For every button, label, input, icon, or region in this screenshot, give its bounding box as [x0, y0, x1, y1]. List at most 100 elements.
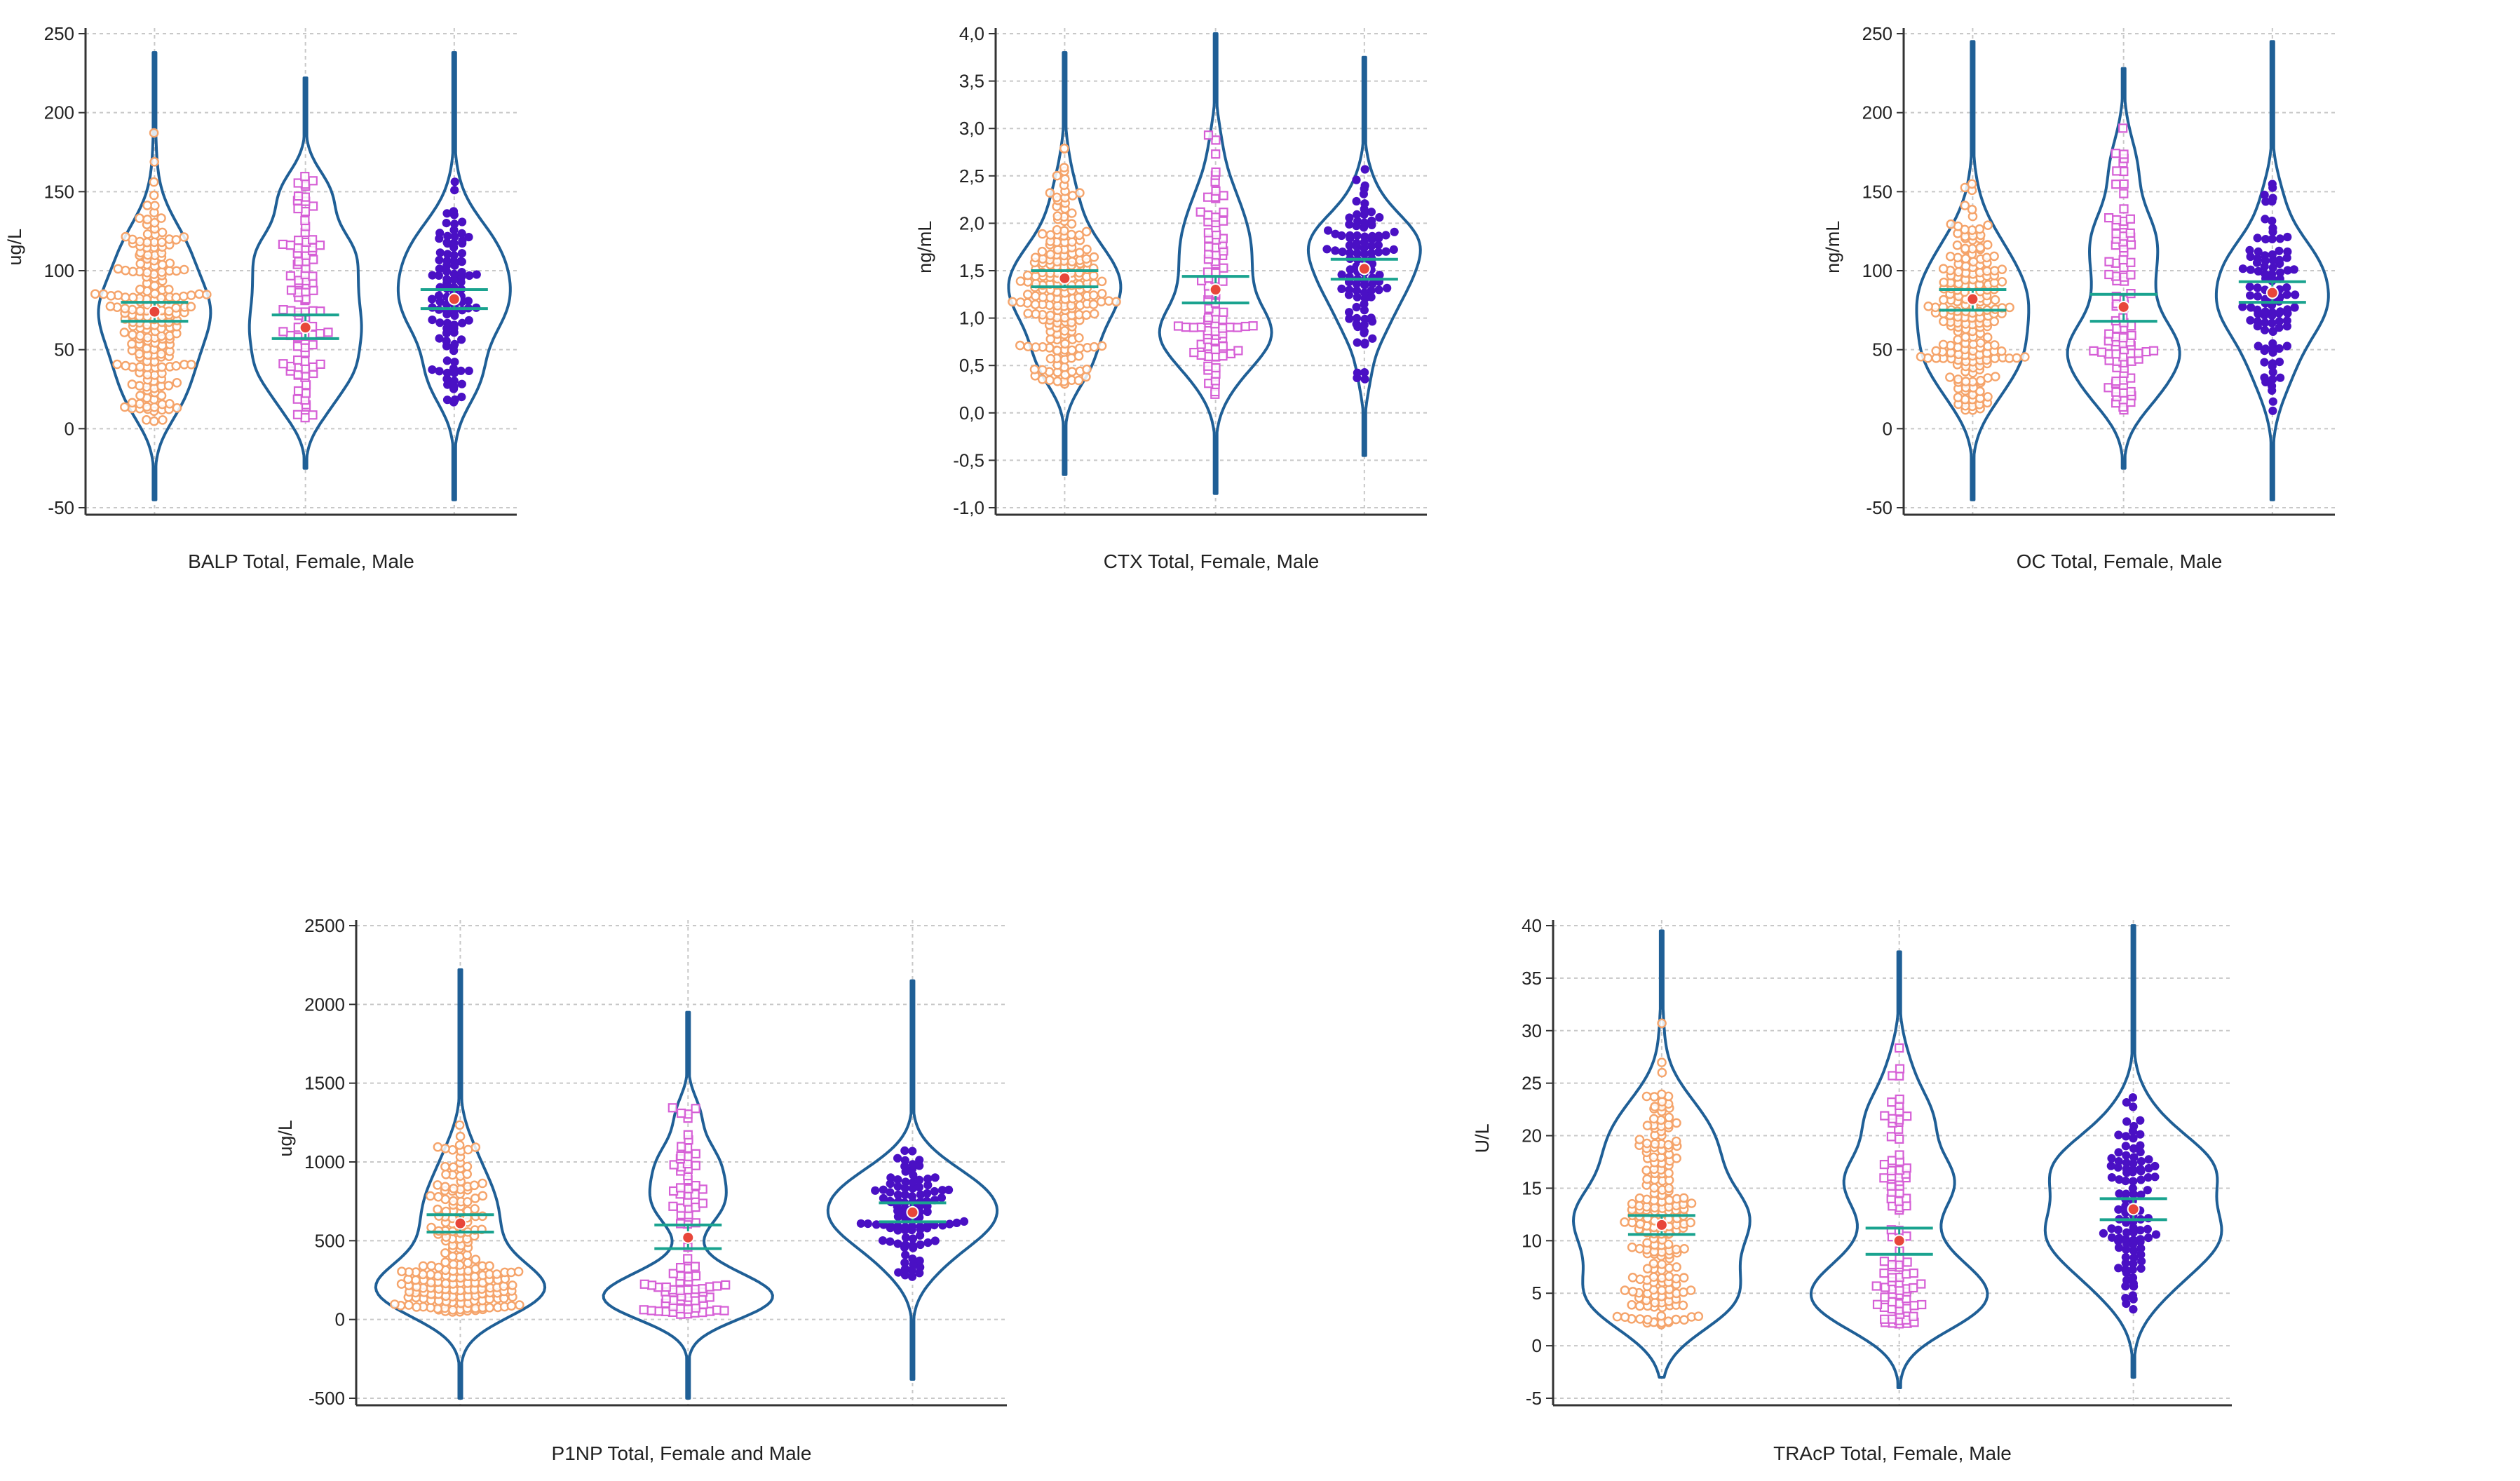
data-point — [668, 1201, 678, 1211]
data-point — [149, 156, 159, 167]
data-point — [278, 239, 287, 249]
data-point — [669, 1160, 679, 1170]
data-point — [2282, 316, 2291, 325]
data-point — [2268, 339, 2277, 348]
data-point — [2111, 376, 2121, 386]
data-point — [2099, 1229, 2108, 1238]
data-point — [1345, 308, 1354, 317]
data-point — [2275, 255, 2284, 264]
data-point — [1663, 1140, 1674, 1150]
data-point — [908, 1160, 917, 1169]
violin-group-total — [1572, 929, 1752, 1379]
data-point — [2119, 149, 2129, 159]
data-point — [1074, 332, 1084, 343]
data-point — [1081, 226, 1092, 237]
data-point — [1989, 340, 2000, 350]
data-point — [1074, 230, 1085, 241]
data-point — [1656, 1311, 1667, 1321]
data-point — [2125, 228, 2135, 238]
data-point — [1945, 251, 1956, 262]
data-point — [2129, 1236, 2138, 1245]
data-point — [1203, 130, 1214, 140]
data-point — [1210, 212, 1221, 222]
data-point — [2136, 1116, 2145, 1125]
data-point — [683, 1304, 693, 1314]
data-point — [1390, 227, 1399, 236]
data-point — [2127, 330, 2136, 340]
chart-title: BALP Total, Female, Male — [188, 550, 414, 572]
data-point — [142, 229, 153, 239]
data-point — [1052, 245, 1063, 255]
data-point — [1367, 208, 1376, 217]
data-point — [293, 243, 303, 253]
data-point — [2111, 229, 2121, 238]
data-point — [2268, 397, 2277, 406]
data-point — [442, 368, 452, 378]
data-point — [463, 297, 473, 306]
violin-outline — [826, 979, 999, 1381]
data-point — [1353, 231, 1362, 241]
data-point — [2275, 246, 2284, 255]
data-point — [1879, 1173, 1889, 1183]
data-point — [309, 201, 318, 211]
violin-outline — [1306, 55, 1422, 457]
data-point — [1664, 1183, 1674, 1193]
data-point — [142, 267, 152, 278]
data-point — [1324, 226, 1333, 235]
data-point — [2126, 373, 2136, 383]
data-point — [2143, 1233, 2153, 1243]
data-point — [691, 1149, 700, 1159]
violin-outline — [97, 51, 212, 501]
violin-outline — [1007, 51, 1123, 476]
data-point — [441, 1170, 451, 1179]
data-point — [916, 1240, 925, 1250]
violin-group-female — [602, 1010, 774, 1400]
data-point — [719, 1306, 729, 1316]
mean-marker — [1357, 262, 1371, 276]
data-point — [1953, 374, 1963, 384]
data-point — [1879, 1268, 1889, 1278]
data-point — [2122, 1117, 2132, 1126]
data-point — [112, 359, 122, 370]
data-point — [469, 1180, 480, 1191]
chart-title: TRAcP Total, Female, Male — [1773, 1442, 2012, 1464]
data-point — [457, 379, 466, 388]
data-point — [2246, 316, 2255, 325]
data-point — [2129, 1102, 2138, 1111]
data-point — [901, 1240, 910, 1250]
violin-outline — [1572, 929, 1752, 1379]
data-point — [1960, 243, 1970, 254]
chart-title: P1NP Total, Female and Male — [552, 1442, 812, 1464]
data-point — [2128, 1184, 2137, 1193]
violin-group-male — [826, 979, 999, 1381]
data-point — [1880, 1111, 1890, 1121]
data-point — [923, 1222, 932, 1231]
data-point — [434, 291, 444, 300]
data-point — [1008, 297, 1017, 307]
data-point — [463, 1258, 473, 1268]
data-point — [915, 1175, 924, 1184]
data-point — [435, 318, 445, 327]
data-point — [2282, 290, 2291, 299]
data-point — [1037, 246, 1048, 257]
data-point — [1219, 307, 1228, 317]
data-point — [1360, 339, 1369, 348]
data-point — [1648, 1259, 1659, 1269]
data-point — [2134, 349, 2143, 358]
data-point — [456, 257, 466, 266]
data-point — [1097, 276, 1107, 287]
data-point — [457, 268, 466, 277]
data-point — [470, 1271, 480, 1282]
data-point — [201, 290, 212, 299]
data-point — [1642, 1315, 1653, 1325]
data-point — [121, 265, 130, 276]
data-point — [1248, 321, 1258, 331]
data-point — [1211, 149, 1221, 159]
data-point — [1067, 257, 1077, 266]
data-point — [1204, 304, 1214, 313]
data-point — [930, 1236, 940, 1245]
data-point — [705, 1292, 714, 1302]
y-tick-label: -1,0 — [953, 497, 984, 518]
data-point — [2283, 232, 2292, 242]
data-point — [1982, 266, 1992, 276]
